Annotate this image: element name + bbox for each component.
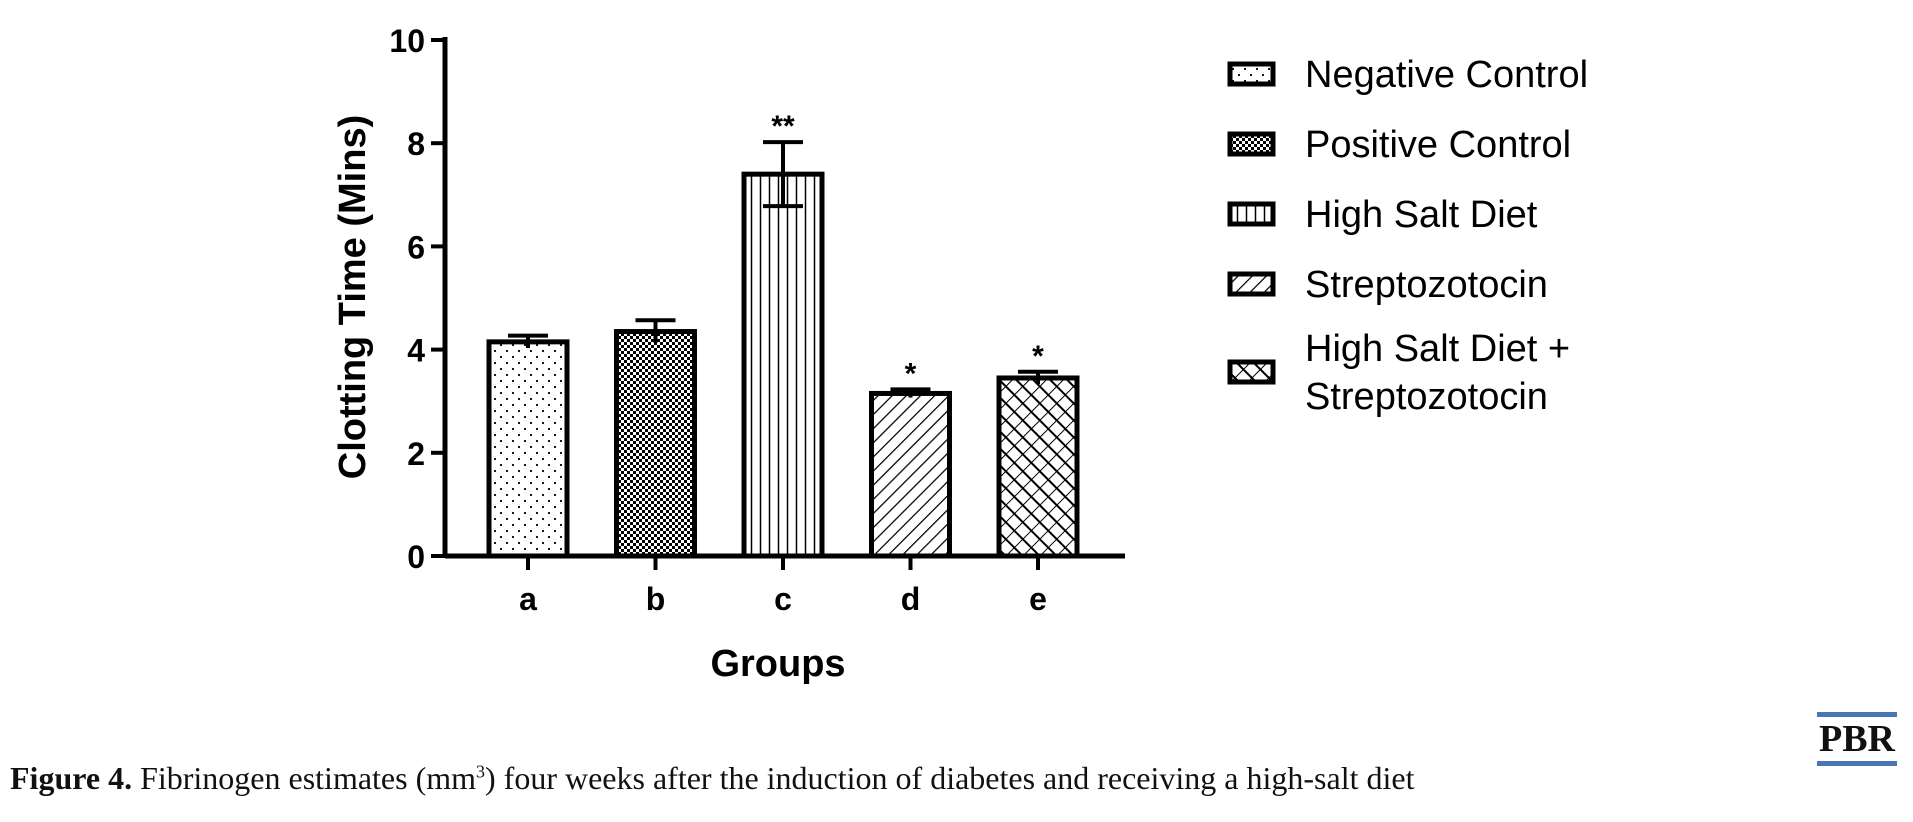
legend-swatch [1227,131,1276,157]
caption-text-end: ) four weeks after the induction of diab… [485,760,1415,796]
caption-superscript: 3 [476,761,486,782]
caption-label: Figure 4. [10,760,133,796]
figure-caption: Figure 4. Fibrinogen estimates (mm3) fou… [10,760,1414,797]
x-axis-label: Groups [710,643,845,685]
legend-label: Negative Control [1305,54,1588,96]
x-tick-label: c [774,581,792,617]
y-tick-label: 10 [389,23,425,59]
legend-label: High Salt Diet [1305,194,1538,236]
legend-swatch [1227,201,1276,227]
y-tick-label: 6 [407,229,425,265]
y-axis: 0 2 4 6 8 10 [389,23,448,575]
bar [486,339,570,559]
pbr-logo: PBR [1817,712,1897,766]
significance-label: ** [771,110,795,143]
significance-label: * [905,357,917,390]
y-axis-label: Clotting Time (Mins) [332,115,374,480]
legend-label: Positive Control [1305,124,1571,166]
x-tick-label: d [901,581,921,617]
legend-label: Streptozotocin [1305,376,1548,418]
legend-swatch [1227,359,1276,385]
x-tick-label: e [1029,581,1047,617]
legend: Negative Control Positive Control High Sal… [1227,54,1588,418]
bar [869,390,952,559]
significance-label: * [1032,340,1044,373]
legend-label: High Salt Diet + [1305,328,1570,370]
caption-text: Fibrinogen estimates (mm [132,760,477,796]
legend-label: Streptozotocin [1305,264,1548,306]
bar [614,329,697,559]
legend-swatch [1227,61,1276,87]
legend-swatch [1227,271,1276,297]
bar [996,375,1080,559]
bars: a b c ** d * e * [486,110,1080,617]
y-tick-label: 0 [407,539,425,575]
y-tick-label: 8 [407,126,425,162]
bar [741,171,825,559]
x-tick-label: b [646,581,666,617]
y-tick-label: 4 [407,333,425,369]
y-tick-label: 2 [407,436,425,472]
x-tick-label: a [519,581,537,617]
